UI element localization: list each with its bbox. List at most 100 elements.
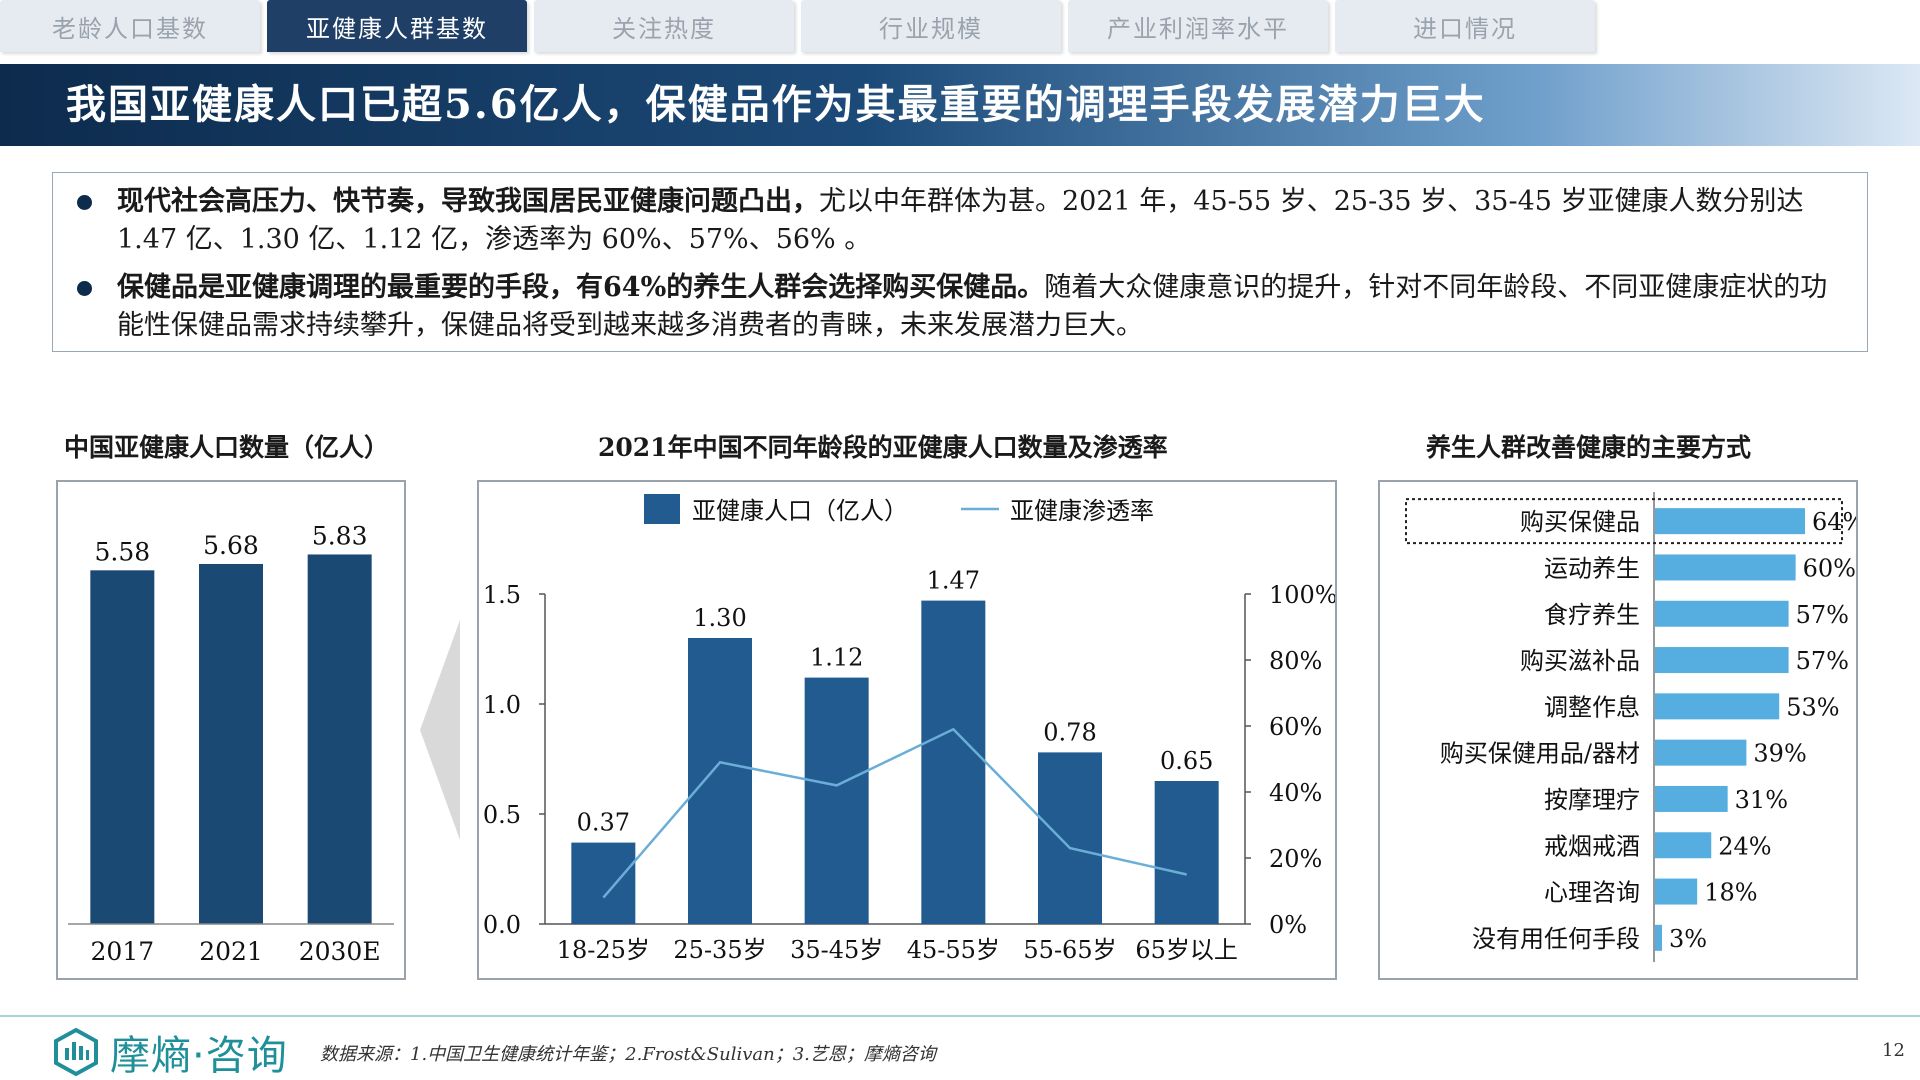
footer-divider (0, 1015, 1920, 1017)
x-tick-label: 25-35岁 (673, 936, 766, 964)
x-tick-label: 35-45岁 (790, 936, 883, 964)
category-label: 食疗养生 (1544, 601, 1640, 629)
legend-line-label: 亚健康渗透率 (1010, 497, 1154, 525)
bullet-icon (77, 195, 92, 210)
bar (688, 638, 752, 924)
bar (1154, 781, 1219, 924)
y-tick-label: 0.0 (483, 911, 521, 939)
y-tick-label-right: 80% (1269, 647, 1322, 675)
bar (921, 600, 986, 924)
data-label: 24% (1718, 832, 1771, 860)
x-tick-label: 2017 (91, 937, 155, 966)
bullet-2-text: 随着大众健康意识的提升，针对不同年龄段、不同亚健康症状的功能性保健品需求持续攀升… (117, 272, 1828, 341)
bar (1655, 832, 1712, 859)
bar (1655, 600, 1789, 627)
bar (90, 570, 155, 924)
data-label: 1.30 (693, 604, 746, 632)
category-label: 购买保健用品/器材 (1440, 740, 1640, 768)
data-source: 数据来源：1.中国卫生健康统计年鉴；2.Frost&Sulivan；3.艺恩；摩… (320, 1044, 936, 1065)
bullet-1-text: 尤以中年群体为甚。2021 年，45-55 岁、25-35 岁、35-45 岁亚… (117, 186, 1804, 255)
bar (1655, 924, 1663, 951)
company-logo: 摩熵·咨询 (50, 1022, 288, 1080)
y-tick-label-right: 0% (1269, 911, 1307, 939)
data-label: 60% (1803, 554, 1856, 582)
data-label: 39% (1753, 740, 1806, 768)
chart-3-panel: 购买保健品 64% 运动养生 60% 食疗养生 57% 购买滋补品 57% 调整作息 53% 购买保… (1378, 480, 1865, 980)
chart-2-panel: 0.0 0.5 1.0 1.5 0% 20% 40% 60% 80% 100% 0.37 18-25岁… (477, 480, 1338, 980)
summary-bullet-1: 现代社会高压力、快节奏，导致我国居民亚健康问题凸出，尤以中年群体为甚。2021 … (77, 183, 1849, 259)
data-label: 57% (1796, 601, 1849, 629)
data-label: 3% (1669, 925, 1707, 953)
y-tick-label: 1.5 (483, 581, 521, 609)
legend-bar-label: 亚健康人口（亿人） (692, 497, 908, 525)
y-tick-label-right: 100% (1269, 581, 1335, 609)
penetration-line (602, 727, 1187, 899)
x-tick-label: 45-55岁 (907, 936, 1000, 964)
tab-industry-scale[interactable]: 行业规模 (801, 0, 1061, 52)
summary-box: 现代社会高压力、快节奏，导致我国居民亚健康问题凸出，尤以中年群体为甚。2021 … (52, 172, 1868, 352)
data-label: 5.68 (203, 531, 259, 560)
logo-text: 摩熵·咨询 (110, 1033, 288, 1079)
y-tick-label: 0.5 (483, 801, 521, 829)
bullet-2-bold: 保健品是亚健康调理的最重要的手段，有64%的养生人群会选择购买保健品。 (117, 272, 1045, 303)
bullet-icon (77, 281, 92, 296)
logo-icon (54, 1027, 98, 1077)
category-label: 没有用任何手段 (1472, 925, 1640, 953)
chart-1-panel: 5.58 2017 5.68 2021 5.83 2030E (56, 480, 406, 980)
tab-bar: 老龄人口基数 亚健康人群基数 关注热度 行业规模 产业利润率水平 进口情况 (0, 0, 1920, 54)
page-title: 我国亚健康人口已超5.6亿人，保健品作为其最重要的调理手段发展潜力巨大 (66, 81, 1486, 128)
chart-2-svg: 0.0 0.5 1.0 1.5 0% 20% 40% 60% 80% 100% 0.37 18-25岁… (483, 494, 1338, 964)
bullet-1-bold: 现代社会高压力、快节奏，导致我国居民亚健康问题凸出， (117, 186, 819, 217)
category-label: 购买滋补品 (1520, 647, 1640, 675)
bar (571, 842, 636, 924)
bar (1655, 554, 1796, 581)
data-label: 1.47 (927, 567, 980, 595)
y-tick-label-right: 20% (1269, 845, 1322, 873)
bar (1655, 739, 1747, 766)
category-label: 心理咨询 (1544, 879, 1640, 907)
category-label: 运动养生 (1544, 554, 1640, 582)
y-tick-label: 1.0 (483, 691, 521, 719)
category-label: 按摩理疗 (1544, 786, 1640, 814)
data-label: 1.12 (810, 644, 863, 672)
tab-profit-margin[interactable]: 产业利润率水平 (1068, 0, 1328, 52)
tab-attention[interactable]: 关注热度 (534, 0, 794, 52)
bar (1655, 508, 1805, 535)
x-tick-label: 2021 (199, 937, 263, 966)
summary-bullet-2: 保健品是亚健康调理的最重要的手段，有64%的养生人群会选择购买保健品。随着大众健… (77, 269, 1849, 345)
bar (1655, 693, 1780, 720)
category-label: 调整作息 (1544, 693, 1640, 721)
data-label: 5.83 (312, 521, 368, 550)
x-tick-label: 2030E (299, 937, 381, 966)
y-tick-label-right: 40% (1269, 779, 1322, 807)
data-label: 18% (1704, 879, 1757, 907)
header-banner: 我国亚健康人口已超5.6亿人，保健品作为其最重要的调理手段发展潜力巨大 (0, 64, 1920, 146)
data-label: 5.58 (94, 537, 150, 566)
data-label: 64% (1812, 508, 1856, 536)
data-label: 31% (1735, 786, 1788, 814)
data-label: 0.65 (1160, 747, 1213, 775)
category-label: 戒烟戒酒 (1544, 832, 1640, 860)
y-tick-label-right: 60% (1269, 713, 1322, 741)
data-label: 53% (1786, 693, 1839, 721)
bar (1655, 647, 1789, 674)
chart-3-svg: 购买保健品 64% 运动养生 60% 食疗养生 57% 购买滋补品 57% 调整作息 53% 购买保… (1405, 492, 1865, 962)
bar (199, 563, 263, 924)
tab-subhealth-population[interactable]: 亚健康人群基数 (267, 0, 527, 52)
chart-2-title: 2021年中国不同年龄段的亚健康人口数量及渗透率 (598, 433, 1168, 462)
x-tick-label: 55-65岁 (1023, 936, 1116, 964)
tab-elderly-population[interactable]: 老龄人口基数 (0, 0, 260, 52)
x-tick-label: 65岁以上 (1135, 936, 1238, 964)
bar (804, 677, 869, 924)
bar (1655, 785, 1728, 812)
x-tick-label: 18-25岁 (557, 936, 650, 964)
data-label: 0.78 (1043, 718, 1096, 746)
chart-1-svg: 5.58 2017 5.68 2021 5.83 2030E (68, 521, 394, 966)
chart-3-title: 养生人群改善健康的主要方式 (1426, 433, 1752, 462)
chart-1-title: 中国亚健康人口数量（亿人） (64, 433, 390, 462)
data-label: 0.37 (577, 809, 630, 837)
tab-imports[interactable]: 进口情况 (1335, 0, 1595, 52)
bar (1655, 878, 1698, 905)
legend-bar-swatch (644, 494, 680, 524)
category-label: 购买保健品 (1520, 508, 1640, 536)
